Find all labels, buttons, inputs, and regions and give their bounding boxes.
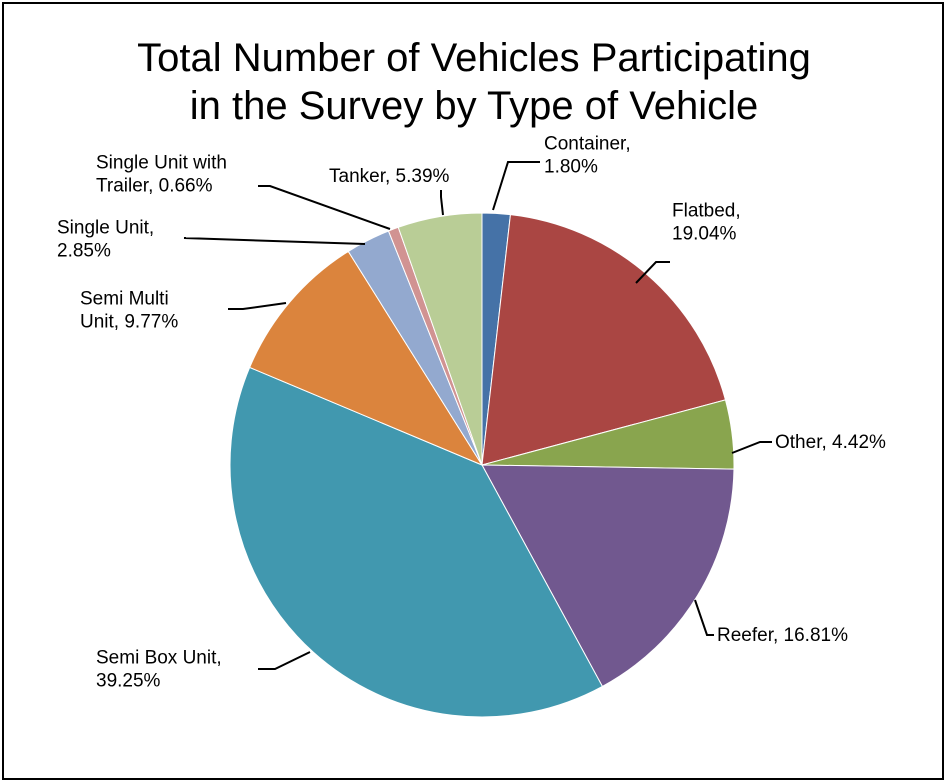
data-label-tanker: Tanker, 5.39% (329, 166, 450, 187)
leader-line-single-unit-with-trailer (258, 185, 391, 230)
leader-line-semi-multi-unit (228, 302, 287, 310)
data-label-line: Other, 4.42% (775, 432, 886, 453)
data-label-flatbed: Flatbed, 19.04% (672, 201, 741, 245)
data-label-line: Flatbed, (672, 201, 741, 222)
leader-line-reefer (694, 599, 714, 636)
data-label-line: Reefer, 16.81% (717, 625, 848, 646)
data-label-line: Unit, 9.77% (80, 312, 178, 333)
chart-title-line-2: in the Survey by Type of Vehicle (189, 84, 759, 128)
data-label-container: Container, 1.80% (544, 134, 631, 178)
data-label-line: Semi Multi (80, 289, 169, 310)
leader-line-flatbed (635, 261, 670, 284)
pie-slice-tanker (397, 212, 483, 466)
chart-title: Total Number of Vehicles Participating i… (0, 34, 948, 130)
pie-slice-flatbed (481, 214, 727, 466)
data-label-reefer: Reefer, 16.81% (717, 625, 848, 646)
data-label-line: 19.04% (672, 224, 737, 245)
pie-slice-reefer (481, 464, 735, 688)
data-label-semi-box-unit: Semi Box Unit, 39.25% (96, 648, 222, 692)
data-label-line: 2.85% (57, 241, 111, 262)
leader-line-tanker (440, 190, 444, 216)
leader-line-single-unit (183, 237, 366, 245)
leader-line-other (731, 441, 772, 454)
data-label-other: Other, 4.42% (775, 432, 886, 453)
data-labels: Container, 1.80% Flatbed, 19.04% Other, 4.42… (57, 134, 886, 692)
data-label-line: Trailer, 0.66% (96, 176, 213, 197)
pie-slice-semi-box-unit (229, 366, 604, 718)
data-label-line: Semi Box Unit, (96, 648, 222, 669)
leader-line-semi-box-unit (258, 651, 311, 670)
pie-slice-semi-multi-unit (249, 250, 484, 467)
data-label-line: Single Unit, (57, 218, 154, 239)
data-label-single-unit: Single Unit, 2.85% (57, 218, 154, 262)
leader-lines (183, 161, 772, 670)
chart-title-line-1: Total Number of Vehicles Participating (137, 36, 811, 80)
data-label-single-unit-with-trailer: Single Unit with Trailer, 0.66% (96, 153, 227, 197)
data-label-line: Single Unit with (96, 153, 227, 174)
data-label-line: 1.80% (544, 157, 598, 178)
data-label-line: Tanker, 5.39% (329, 166, 450, 187)
data-label-semi-multi-unit: Semi Multi Unit, 9.77% (80, 289, 178, 333)
data-label-line: 39.25% (96, 671, 161, 692)
leader-line-container (492, 161, 540, 211)
data-label-line: Container, (544, 134, 631, 155)
pie-slices (229, 212, 735, 718)
